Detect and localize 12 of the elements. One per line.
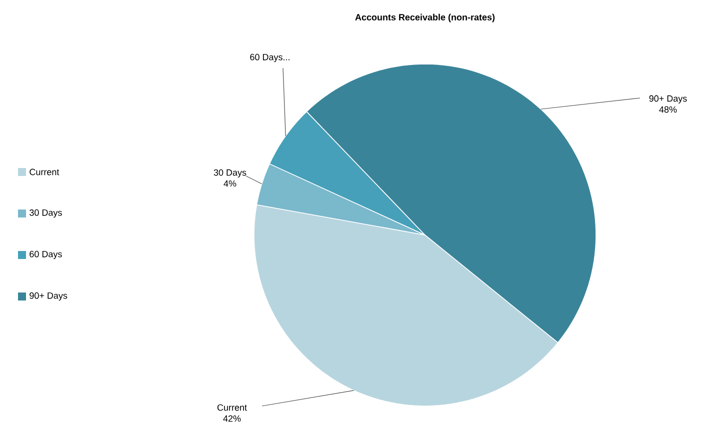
slice-label: Current [217, 404, 247, 411]
data-label: 4% [224, 180, 236, 187]
legend-label: 90+ Days [30, 292, 68, 301]
legend-label: 60 Days [30, 250, 62, 260]
slice-label: 90+ Days [649, 95, 687, 104]
legend-label: Current [30, 168, 60, 176]
legend-label: 30 Days [30, 209, 62, 218]
data-label: 42% [223, 415, 241, 422]
slice-label: 30 Days [214, 169, 246, 178]
data-label: 48% [659, 106, 677, 113]
text: 60 Days... [250, 54, 290, 62]
chart-title: Accounts Receivable (non-rates) [355, 14, 495, 22]
